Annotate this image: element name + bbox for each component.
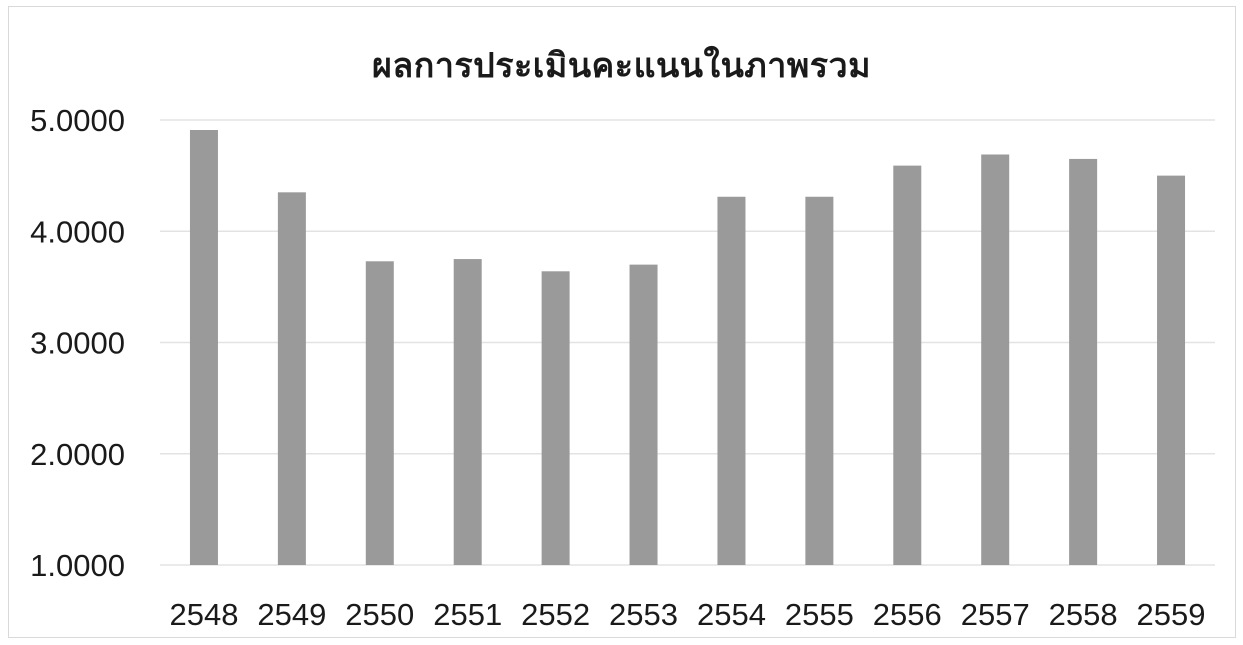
bar-2554 [717,196,746,565]
bar-2556 [893,165,922,566]
x-tick-label: 2552 [521,597,590,632]
bar-2551 [453,259,482,565]
x-tick-label: 2554 [697,597,766,632]
bar-2549 [277,192,306,565]
bar-2550 [365,261,394,565]
y-axis-ticks: 1.0000 2.0000 3.0000 4.0000 5.0000 [30,103,125,583]
x-axis-ticks: 2548 2549 2550 2551 2552 2553 2554 2555 2556 2557… [169,597,1205,632]
y-tick-label: 3.0000 [30,326,125,361]
chart-title: ผลการประเมินคะแนนในภาพรวม [371,46,871,86]
y-tick-label: 2.0000 [30,437,125,472]
x-tick-label: 2555 [785,597,854,632]
bar-2552 [541,271,570,565]
bar-2548 [189,130,218,565]
x-tick-label: 2550 [345,597,414,632]
bars [189,130,1186,566]
bar-2559 [1157,175,1186,565]
y-tick-label: 1.0000 [30,548,125,583]
x-tick-label: 2559 [1137,597,1206,632]
x-tick-label: 2551 [433,597,502,632]
x-tick-label: 2557 [961,597,1030,632]
bar-2553 [629,264,658,565]
bar-2555 [805,196,834,565]
x-tick-label: 2548 [169,597,238,632]
x-tick-label: 2549 [257,597,326,632]
x-tick-label: 2556 [873,597,942,632]
gridlines [160,119,1215,566]
y-tick-label: 4.0000 [30,214,125,249]
x-tick-label: 2558 [1049,597,1118,632]
y-tick-label: 5.0000 [30,103,125,138]
x-tick-label: 2553 [609,597,678,632]
bar-2557 [981,154,1010,566]
bar-2558 [1069,158,1098,565]
